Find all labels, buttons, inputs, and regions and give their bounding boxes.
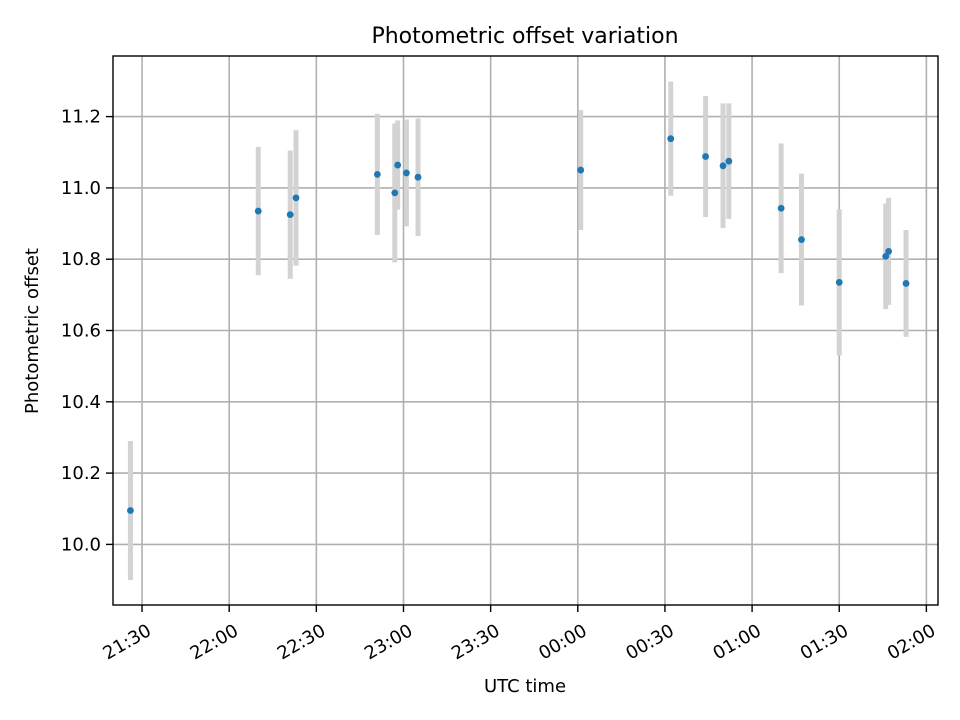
data-point (902, 280, 910, 287)
data-point (292, 194, 300, 202)
y-tick-label: 10.0 (61, 534, 101, 555)
y-axis-label: Photometric offset (22, 248, 43, 414)
data-point (882, 252, 890, 260)
data-points (127, 135, 910, 514)
data-point (577, 166, 585, 174)
data-point (414, 173, 422, 181)
y-tick-label: 10.4 (61, 392, 101, 413)
y-axis-ticks: 10.0 10.2 10.4 10.6 10.8 11.0 11.2 (61, 107, 113, 555)
data-point (725, 157, 733, 165)
y-tick-label: 11.0 (61, 178, 101, 199)
data-point (835, 278, 843, 286)
y-tick-label: 10.8 (61, 249, 101, 270)
y-tick-label: 10.6 (61, 321, 101, 342)
chart-title: Photometric offset variation (371, 24, 678, 49)
data-point (798, 236, 805, 243)
data-point (394, 161, 402, 169)
data-point (373, 170, 381, 178)
data-point (286, 211, 294, 219)
data-point (391, 189, 399, 197)
data-point (777, 204, 785, 212)
data-point (885, 247, 893, 255)
y-tick-label: 11.2 (61, 107, 101, 128)
data-point (667, 135, 675, 143)
data-point (702, 153, 710, 160)
data-point (402, 169, 410, 177)
data-point (719, 162, 727, 170)
y-tick-label: 10.2 (61, 463, 101, 484)
data-point (254, 207, 262, 215)
x-axis-label: UTC time (484, 676, 566, 697)
data-point (127, 507, 134, 514)
